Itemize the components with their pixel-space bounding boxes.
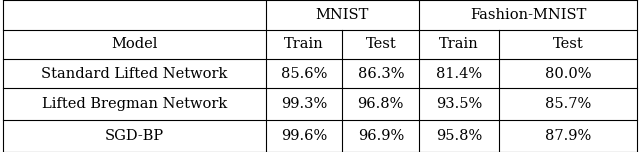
Text: 99.3%: 99.3% xyxy=(281,97,327,111)
Text: SGD-BP: SGD-BP xyxy=(105,129,164,143)
Text: 85.6%: 85.6% xyxy=(281,67,327,81)
Text: Test: Test xyxy=(552,37,584,52)
Text: 86.3%: 86.3% xyxy=(358,67,404,81)
Text: Train: Train xyxy=(284,37,324,52)
Text: 85.7%: 85.7% xyxy=(545,97,591,111)
Text: 80.0%: 80.0% xyxy=(545,67,591,81)
Text: 95.8%: 95.8% xyxy=(436,129,483,143)
Text: 96.8%: 96.8% xyxy=(358,97,404,111)
Text: MNIST: MNIST xyxy=(316,8,369,22)
Text: Fashion-MNIST: Fashion-MNIST xyxy=(470,8,586,22)
Text: 87.9%: 87.9% xyxy=(545,129,591,143)
Text: 93.5%: 93.5% xyxy=(436,97,483,111)
Text: Model: Model xyxy=(111,37,157,52)
Text: 99.6%: 99.6% xyxy=(281,129,327,143)
Text: Standard Lifted Network: Standard Lifted Network xyxy=(41,67,228,81)
Text: Train: Train xyxy=(439,37,479,52)
Text: 96.9%: 96.9% xyxy=(358,129,404,143)
Text: 81.4%: 81.4% xyxy=(436,67,483,81)
Text: Lifted Bregman Network: Lifted Bregman Network xyxy=(42,97,227,111)
Text: Test: Test xyxy=(365,37,396,52)
